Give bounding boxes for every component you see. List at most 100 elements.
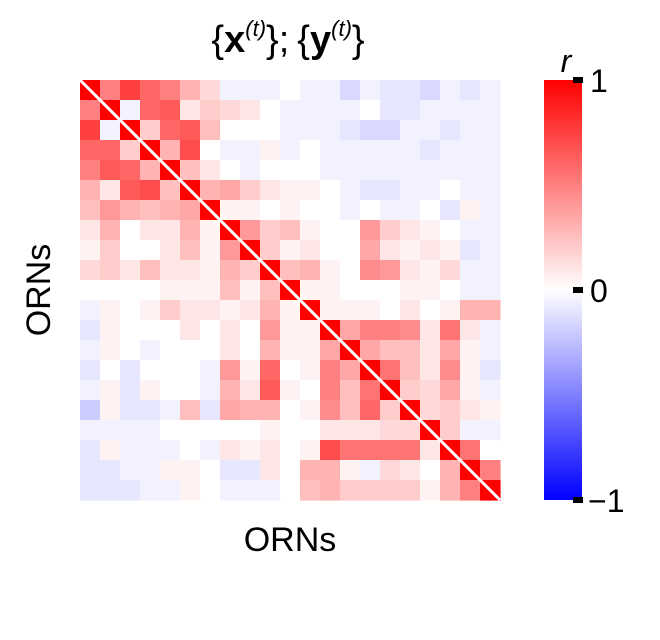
- heatmap-cell-13-19: [460, 340, 481, 361]
- heatmap-cell-10-0: [80, 280, 101, 301]
- heatmap-cell-13-3: [140, 340, 161, 361]
- heatmap-cell-3-12: [320, 140, 341, 161]
- heatmap-cell-8-19: [460, 240, 481, 261]
- heatmap-cell-12-2: [120, 320, 141, 341]
- heatmap-cell-20-9: [260, 480, 281, 501]
- heatmap-cell-15-4: [160, 380, 181, 401]
- heatmap-cell-16-10: [280, 400, 301, 421]
- heatmap-cell-11-17: [420, 300, 441, 321]
- heatmap-cell-14-1: [100, 360, 121, 381]
- heatmap-cell-8-2: [120, 240, 141, 261]
- heatmap-cell-16-14: [360, 400, 381, 421]
- heatmap-cell-16-20: [480, 400, 501, 421]
- heatmap-cell-7-12: [320, 220, 341, 241]
- heatmap-cell-13-15: [380, 340, 401, 361]
- heatmap-cell-1-12: [320, 100, 341, 121]
- heatmap-cell-20-17: [420, 480, 441, 501]
- heatmap-cell-18-13: [340, 440, 361, 461]
- heatmap-cell-18-11: [300, 440, 321, 461]
- heatmap-cell-19-1: [100, 460, 121, 481]
- heatmap-cell-18-0: [80, 440, 101, 461]
- heatmap-cell-14-0: [80, 360, 101, 381]
- heatmap-cell-2-9: [260, 120, 281, 141]
- heatmap-cell-11-0: [80, 300, 101, 321]
- heatmap-cell-0-9: [260, 80, 281, 101]
- heatmap-cell-20-11: [300, 480, 321, 501]
- heatmap-cell-16-7: [220, 400, 241, 421]
- heatmap-cell-11-3: [140, 300, 161, 321]
- heatmap-cell-15-19: [460, 380, 481, 401]
- heatmap-cell-13-2: [120, 340, 141, 361]
- heatmap-cell-4-0: [80, 160, 101, 181]
- heatmap-cell-2-12: [320, 120, 341, 141]
- heatmap-cell-10-5: [180, 280, 201, 301]
- heatmap-cell-20-7: [220, 480, 241, 501]
- heatmap-cell-20-10: [280, 480, 301, 501]
- heatmap-cell-18-5: [180, 440, 201, 461]
- heatmap-cell-4-11: [300, 160, 321, 181]
- heatmap-cell-7-5: [180, 220, 201, 241]
- heatmap-cell-14-3: [140, 360, 161, 381]
- heatmap-cell-17-11: [300, 420, 321, 441]
- heatmap-cell-11-10: [280, 300, 301, 321]
- heatmap-cell-2-16: [400, 120, 421, 141]
- heatmap-cell-6-16: [400, 200, 421, 221]
- title-superscript-1: (t): [245, 16, 266, 41]
- heatmap-cell-3-11: [300, 140, 321, 161]
- heatmap-cell-10-4: [160, 280, 181, 301]
- colorbar-tick-min-mark: [573, 497, 583, 503]
- heatmap-cell-15-8: [240, 380, 261, 401]
- heatmap-cell-11-1: [100, 300, 121, 321]
- heatmap-cell-0-2: [120, 80, 141, 101]
- heatmap-cell-5-13: [340, 180, 361, 201]
- heatmap-cell-1-2: [120, 100, 141, 121]
- heatmap-cell-19-17: [420, 460, 441, 481]
- heatmap-cell-12-14: [360, 320, 381, 341]
- heatmap-cell-15-10: [280, 380, 301, 401]
- heatmap-cell-11-15: [380, 300, 401, 321]
- heatmap-cell-14-15: [380, 360, 401, 381]
- heatmap-cell-11-8: [240, 300, 261, 321]
- heatmap-cell-14-6: [200, 360, 221, 381]
- heatmap-cell-1-20: [480, 100, 501, 121]
- heatmap-cell-20-5: [180, 480, 201, 501]
- title-x-symbol: x: [224, 19, 245, 61]
- heatmap-cell-14-13: [340, 360, 361, 381]
- heatmap-cell-8-14: [360, 240, 381, 261]
- title-superscript-2: (t): [331, 16, 352, 41]
- heatmap-cell-7-14: [360, 220, 381, 241]
- heatmap-cell-1-6: [200, 100, 221, 121]
- heatmap-cell-0-17: [420, 80, 441, 101]
- heatmap-cell-1-14: [360, 100, 381, 121]
- heatmap-cell-3-8: [240, 140, 261, 161]
- heatmap-cell-10-3: [140, 280, 161, 301]
- heatmap-cell-1-19: [460, 100, 481, 121]
- heatmap-cell-20-14: [360, 480, 381, 501]
- heatmap-cell-16-19: [460, 400, 481, 421]
- heatmap-cell-5-0: [80, 180, 101, 201]
- title-close-brace-2: }: [352, 19, 365, 61]
- heatmap-cell-15-12: [320, 380, 341, 401]
- heatmap-cell-3-18: [440, 140, 461, 161]
- heatmap-cell-19-11: [300, 460, 321, 481]
- heatmap-cell-5-8: [240, 180, 261, 201]
- heatmap-cell-1-0: [80, 100, 101, 121]
- heatmap-cell-19-18: [440, 460, 461, 481]
- heatmap-cell-12-8: [240, 320, 261, 341]
- heatmap-cell-4-19: [460, 160, 481, 181]
- heatmap-cell-20-19: [460, 480, 481, 501]
- heatmap-cell-17-12: [320, 420, 341, 441]
- heatmap-cell-13-17: [420, 340, 441, 361]
- heatmap-cell-10-20: [480, 280, 501, 301]
- heatmap-cell-15-11: [300, 380, 321, 401]
- heatmap-cell-3-10: [280, 140, 301, 161]
- heatmap-cell-7-4: [160, 220, 181, 241]
- heatmap-cell-11-9: [260, 300, 281, 321]
- heatmap-cell-10-14: [360, 280, 381, 301]
- heatmap-cell-4-17: [420, 160, 441, 181]
- heatmap-cell-19-0: [80, 460, 101, 481]
- heatmap-cell-16-0: [80, 400, 101, 421]
- heatmap-cell-9-4: [160, 260, 181, 281]
- heatmap-cell-4-2: [120, 160, 141, 181]
- heatmap-cell-9-11: [300, 260, 321, 281]
